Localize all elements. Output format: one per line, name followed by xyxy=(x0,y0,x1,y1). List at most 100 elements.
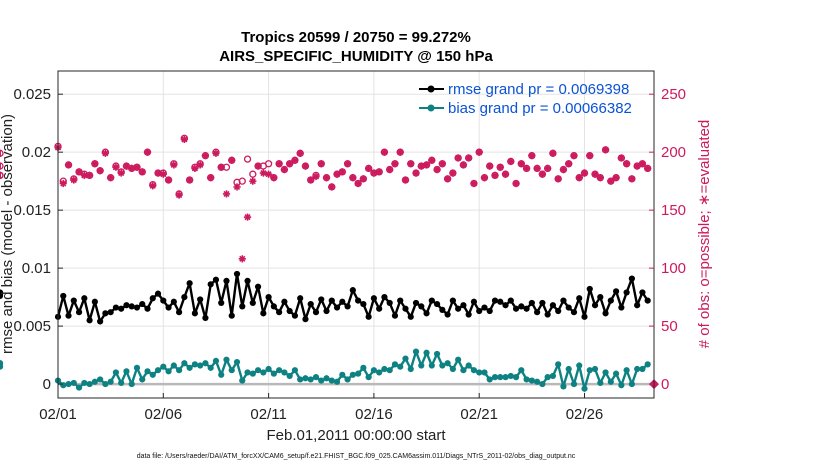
x-tick-label: 02/11 xyxy=(250,406,286,423)
rmse-point xyxy=(318,296,325,303)
evaluated-point xyxy=(243,213,252,221)
evaluated-point xyxy=(607,177,615,185)
rmse-point xyxy=(81,295,88,302)
rmse-point xyxy=(386,299,393,307)
chart-subtitle: AIRS_SPECIFIC_HUMIDITY @ 150 hPa xyxy=(219,48,493,65)
bias-point xyxy=(523,376,530,383)
evaluated-point xyxy=(396,148,404,156)
bias-point xyxy=(107,378,114,385)
bias-point xyxy=(228,367,235,374)
bias-point xyxy=(175,367,183,374)
bias-point xyxy=(191,361,198,368)
bias-point xyxy=(339,371,346,378)
evaluated-point xyxy=(280,165,288,174)
evaluated-point xyxy=(475,148,483,156)
evaluated-point xyxy=(533,164,541,173)
rmse-point xyxy=(207,281,214,288)
evaluated-point xyxy=(544,164,552,173)
evaluated-point xyxy=(438,160,446,168)
rmse-point xyxy=(428,297,435,304)
bias-point xyxy=(60,382,67,389)
bias-point xyxy=(491,374,499,381)
evaluated-point xyxy=(207,174,215,182)
bias-point xyxy=(534,378,541,385)
rmse-point xyxy=(91,298,98,305)
chart-title: Tropics 20599 / 20750 = 99.272% xyxy=(241,29,471,46)
rmse-point xyxy=(560,297,567,304)
bias-point xyxy=(465,362,472,369)
rmse-point xyxy=(181,294,188,301)
bias-point xyxy=(428,362,435,369)
evaluated-point xyxy=(601,146,610,154)
bias-point xyxy=(618,382,625,389)
y-tick-label: 0.005 xyxy=(13,318,51,335)
bias-point xyxy=(160,363,167,370)
bias-point xyxy=(423,349,430,356)
rmse-point xyxy=(175,309,183,316)
evaluated-point xyxy=(617,154,625,162)
evaluated-point xyxy=(501,170,510,178)
bias-point xyxy=(376,369,383,376)
bias-point xyxy=(81,379,88,387)
rmse-point xyxy=(170,298,177,305)
evaluated-point xyxy=(159,170,167,178)
rmse-point xyxy=(102,310,109,317)
evaluated-point xyxy=(470,179,478,188)
rmse-point xyxy=(139,300,146,308)
possible-point xyxy=(0,162,4,170)
rmse-point xyxy=(86,317,93,324)
possible-point xyxy=(249,170,257,178)
bias-point xyxy=(486,376,493,383)
y-tick-label: 0.01 xyxy=(22,260,51,277)
evaluated-point xyxy=(422,161,431,169)
rmse-point xyxy=(449,297,456,304)
evaluated-point xyxy=(454,154,462,162)
bias-point xyxy=(149,371,156,378)
rmse-point xyxy=(281,298,288,305)
bias-point xyxy=(391,361,399,368)
rmse-point xyxy=(570,309,578,316)
evaluated-point xyxy=(380,148,389,156)
y-tick-label: 0 xyxy=(43,376,51,393)
rmse-point xyxy=(586,285,593,293)
bias-point xyxy=(97,376,104,383)
bias-point xyxy=(565,365,572,373)
y2-tick-label: 250 xyxy=(661,86,686,103)
rmse-point xyxy=(186,280,193,287)
rmse-point xyxy=(581,313,588,320)
evaluated-point xyxy=(170,161,178,169)
evaluated-point xyxy=(75,168,83,176)
bias-point xyxy=(470,367,478,374)
rmse-point xyxy=(191,310,198,317)
x-tick-label: 02/26 xyxy=(566,406,604,423)
obs-count-group xyxy=(0,134,659,390)
evaluated-point xyxy=(386,165,394,174)
bias-point xyxy=(597,379,604,387)
evaluated-point xyxy=(228,156,236,164)
rmse-point xyxy=(370,295,378,302)
bias-point xyxy=(433,350,441,358)
bias-point xyxy=(355,370,362,377)
rmse-point xyxy=(565,304,572,311)
evaluated-point xyxy=(512,179,520,188)
x-tick-label: 02/21 xyxy=(460,406,498,423)
bias-point xyxy=(233,358,241,366)
rmse-point xyxy=(254,283,262,290)
rmse-point xyxy=(307,300,314,308)
evaluated-point xyxy=(507,157,515,166)
bias-point xyxy=(207,364,214,371)
bias-point xyxy=(644,361,651,368)
bias-point xyxy=(65,380,72,388)
bias-point xyxy=(307,376,314,383)
rmse-point xyxy=(391,312,399,319)
rmse-point xyxy=(476,307,483,315)
evaluated-point xyxy=(565,160,573,168)
plot-frame xyxy=(57,70,655,399)
rmse-point xyxy=(165,304,172,311)
bias-point xyxy=(318,377,325,384)
bias-point xyxy=(186,364,193,371)
evaluated-point xyxy=(338,168,346,176)
bias-point xyxy=(302,375,309,382)
y-tick-label: 0.015 xyxy=(13,202,51,219)
evaluated-point xyxy=(596,174,604,182)
